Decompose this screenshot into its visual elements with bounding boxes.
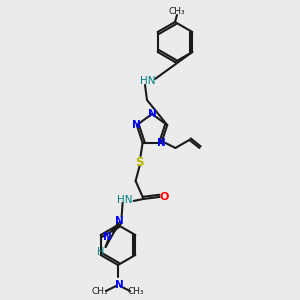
Text: CH₃: CH₃ <box>169 8 185 16</box>
Text: HN: HN <box>140 76 156 86</box>
Text: N: N <box>115 280 123 290</box>
Text: H: H <box>97 247 104 257</box>
Text: N: N <box>115 216 124 226</box>
Text: S: S <box>135 156 144 170</box>
Text: N: N <box>103 232 112 242</box>
Text: N: N <box>148 109 156 119</box>
Text: HN: HN <box>117 195 132 205</box>
Text: CH₃: CH₃ <box>92 287 108 296</box>
Text: N: N <box>157 138 166 148</box>
Text: N: N <box>132 120 141 130</box>
Text: CH₃: CH₃ <box>128 287 144 296</box>
Text: O: O <box>160 192 169 202</box>
